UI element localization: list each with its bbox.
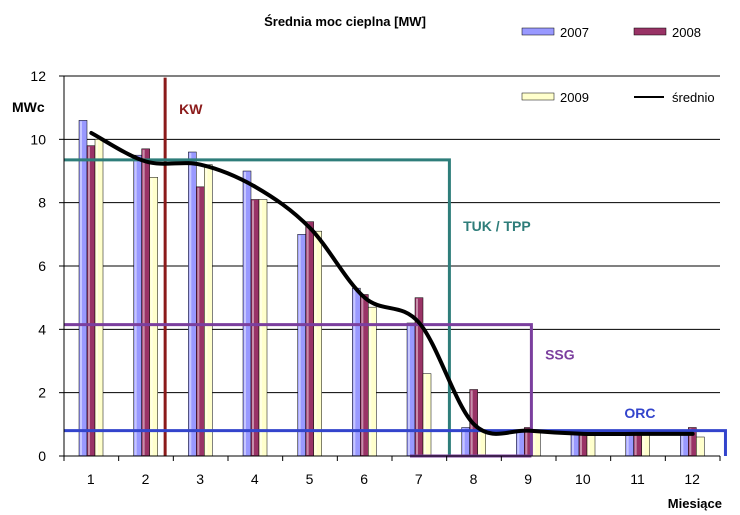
legend-swatch-2009 — [521, 92, 555, 101]
bar-highlight — [408, 324, 410, 455]
annotation-label-orc: ORC — [624, 405, 655, 421]
legend-swatch-2008 — [633, 27, 667, 36]
annotation-label-kw: KW — [179, 101, 203, 117]
bar-highlight — [580, 434, 582, 455]
x-tick-label: 3 — [196, 471, 204, 487]
annotation-box-1 — [64, 158, 451, 456]
bar-highlight — [424, 374, 426, 455]
y-tick-label: 2 — [38, 385, 46, 401]
bar-highlight — [252, 200, 254, 455]
bar-highlight — [197, 187, 200, 456]
bar-highlight — [634, 434, 637, 455]
bar-highlight — [134, 156, 137, 455]
legend-label-2008: 2008 — [672, 25, 701, 40]
legend-swatch-2007 — [521, 27, 555, 36]
bar-highlight — [626, 434, 629, 455]
bar-highlight — [369, 308, 372, 455]
x-tick-label: 4 — [251, 471, 259, 487]
bar-highlight — [353, 289, 356, 455]
bar-highlight — [525, 428, 528, 455]
y-tick-label: 0 — [38, 448, 46, 464]
x-tick-label: 8 — [470, 471, 478, 487]
bar-highlight — [642, 434, 645, 455]
y-tick-label: 8 — [38, 195, 46, 211]
x-tick-label: 9 — [524, 471, 532, 487]
x-axis-label: Miesiące — [668, 496, 722, 511]
x-tick-label: 12 — [684, 471, 700, 487]
bar-highlight — [205, 165, 208, 455]
bar-highlight — [96, 140, 98, 456]
bar-highlight — [681, 431, 684, 455]
x-tick-label: 6 — [360, 471, 368, 487]
y-tick-label: 4 — [38, 321, 46, 337]
bar-highlight — [260, 200, 262, 455]
bar-highlight — [80, 121, 82, 455]
bar-highlight — [298, 235, 301, 455]
legend-label-average: średnio — [672, 90, 715, 105]
bar-highlight — [462, 428, 465, 455]
annotation-box-3 — [64, 429, 727, 456]
x-tick-label: 10 — [575, 471, 591, 487]
x-tick-label: 2 — [142, 471, 150, 487]
annotation-label-ssg: SSG — [545, 346, 575, 362]
bar-highlight — [416, 298, 418, 455]
bar-highlight — [697, 438, 700, 455]
bar-highlight — [189, 153, 192, 455]
legend-label-2007: 2007 — [560, 25, 589, 40]
x-tick-label: 5 — [306, 471, 314, 487]
chart-title: Średnia moc cieplna [MW] — [264, 14, 426, 29]
x-tick-label: 7 — [415, 471, 423, 487]
bar-highlight — [689, 428, 692, 455]
bar-highlight — [244, 172, 246, 455]
legend-label-2009: 2009 — [560, 90, 589, 105]
bar-highlight — [150, 178, 153, 456]
annotation-label-tuk-tpp: TUK / TPP — [463, 218, 531, 234]
bar-highlight — [533, 431, 536, 455]
bar-highlight — [478, 431, 481, 455]
y-tick-label: 12 — [30, 68, 46, 84]
bar-highlight — [361, 295, 364, 455]
bar-highlight — [588, 434, 590, 455]
bar-highlight — [306, 222, 309, 455]
bar-highlight — [314, 232, 317, 455]
y-axis-label: MWc — [12, 99, 45, 115]
bar-highlight — [517, 431, 520, 455]
y-tick-label: 10 — [30, 131, 46, 147]
bar-highlight — [88, 146, 90, 455]
y-tick-label: 6 — [38, 258, 46, 274]
x-tick-label: 11 — [630, 471, 645, 487]
x-tick-label: 1 — [87, 471, 95, 487]
average-line — [89, 131, 695, 437]
bar-highlight — [572, 434, 574, 455]
bar-highlight — [142, 149, 145, 456]
annotation-box-2 — [64, 323, 533, 456]
